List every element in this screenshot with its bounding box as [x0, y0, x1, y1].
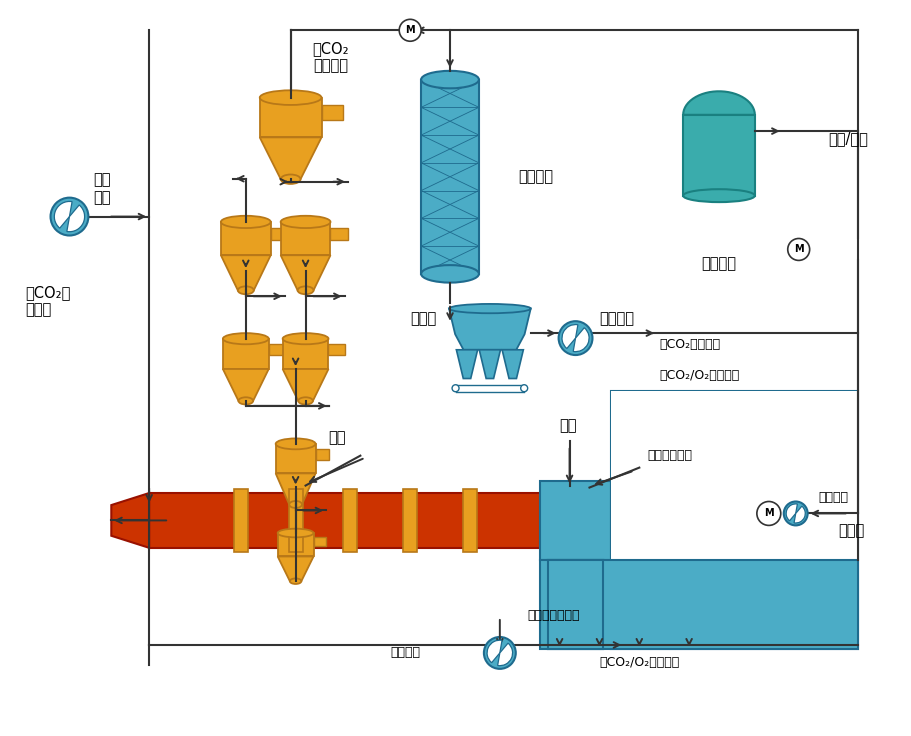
Text: M: M — [793, 244, 803, 255]
Polygon shape — [260, 138, 322, 179]
Polygon shape — [277, 533, 313, 556]
FancyBboxPatch shape — [610, 392, 857, 649]
FancyBboxPatch shape — [539, 481, 610, 560]
Text: 来自点火油泵: 来自点火油泵 — [647, 449, 691, 462]
FancyBboxPatch shape — [328, 344, 344, 355]
Polygon shape — [456, 350, 477, 378]
FancyBboxPatch shape — [269, 344, 284, 355]
Polygon shape — [448, 308, 530, 350]
Text: 富CO₂外
排烟气: 富CO₂外 排烟气 — [26, 285, 71, 317]
Circle shape — [520, 385, 527, 392]
FancyBboxPatch shape — [149, 493, 539, 548]
Text: 高温
风机: 高温 风机 — [93, 172, 111, 205]
Polygon shape — [478, 350, 500, 378]
Wedge shape — [486, 640, 501, 662]
Wedge shape — [561, 325, 578, 348]
Polygon shape — [275, 473, 315, 504]
Circle shape — [558, 321, 592, 355]
Ellipse shape — [282, 333, 328, 344]
FancyBboxPatch shape — [343, 489, 357, 552]
FancyBboxPatch shape — [547, 560, 603, 649]
Polygon shape — [682, 91, 754, 115]
Text: 循环风机: 循环风机 — [599, 311, 634, 326]
Ellipse shape — [238, 397, 253, 405]
Circle shape — [484, 637, 516, 669]
Text: 余热锅炉: 余热锅炉 — [517, 169, 552, 184]
Polygon shape — [502, 350, 523, 378]
Polygon shape — [111, 493, 149, 548]
Text: 燃料: 燃料 — [559, 418, 577, 434]
Ellipse shape — [277, 528, 313, 537]
Wedge shape — [785, 504, 796, 521]
Wedge shape — [573, 328, 589, 352]
FancyBboxPatch shape — [233, 489, 248, 552]
Polygon shape — [282, 339, 328, 369]
Wedge shape — [793, 506, 804, 523]
Polygon shape — [220, 222, 271, 255]
FancyBboxPatch shape — [322, 105, 343, 119]
Ellipse shape — [275, 439, 315, 449]
Circle shape — [787, 238, 809, 261]
Ellipse shape — [220, 216, 271, 228]
Text: 收尘器: 收尘器 — [409, 311, 435, 326]
Polygon shape — [222, 339, 269, 369]
Ellipse shape — [421, 265, 478, 283]
Polygon shape — [260, 98, 322, 138]
Wedge shape — [67, 205, 85, 232]
Ellipse shape — [682, 189, 754, 202]
FancyBboxPatch shape — [539, 560, 857, 649]
Wedge shape — [55, 202, 72, 228]
FancyBboxPatch shape — [547, 560, 603, 649]
FancyBboxPatch shape — [610, 392, 857, 649]
Text: 富CO₂
循环烟气: 富CO₂ 循环烟气 — [312, 41, 348, 74]
Ellipse shape — [297, 286, 313, 294]
Text: 冷却风（空气）: 冷却风（空气） — [527, 609, 579, 622]
Polygon shape — [281, 255, 330, 290]
Polygon shape — [275, 444, 315, 473]
Polygon shape — [277, 556, 313, 581]
Text: 一次风: 一次风 — [837, 523, 864, 538]
Text: 富CO₂循环烟气: 富CO₂循环烟气 — [659, 338, 720, 350]
Ellipse shape — [421, 71, 478, 88]
FancyBboxPatch shape — [271, 228, 288, 241]
Text: 富氧/全氧: 富氧/全氧 — [828, 131, 867, 146]
Text: 富CO₂/O₂混合烟气: 富CO₂/O₂混合烟气 — [599, 657, 679, 669]
Circle shape — [783, 501, 807, 526]
Ellipse shape — [222, 333, 269, 344]
Ellipse shape — [260, 91, 322, 105]
Circle shape — [50, 198, 88, 236]
FancyBboxPatch shape — [288, 489, 302, 552]
Polygon shape — [220, 255, 271, 290]
FancyBboxPatch shape — [313, 537, 326, 546]
Ellipse shape — [281, 216, 330, 228]
FancyBboxPatch shape — [315, 449, 329, 460]
Text: 一次风机: 一次风机 — [818, 491, 848, 504]
Ellipse shape — [290, 578, 301, 584]
Polygon shape — [282, 369, 328, 401]
Circle shape — [756, 501, 780, 526]
FancyBboxPatch shape — [682, 115, 754, 196]
FancyBboxPatch shape — [463, 489, 476, 552]
FancyBboxPatch shape — [330, 228, 347, 241]
Circle shape — [399, 19, 421, 41]
Text: 冷却风机: 冷却风机 — [390, 646, 420, 659]
Ellipse shape — [448, 304, 530, 314]
Text: 富CO₂/O₂混合烟气: 富CO₂/O₂混合烟气 — [659, 369, 739, 383]
Text: M: M — [404, 25, 415, 35]
Text: 制氧装置: 制氧装置 — [701, 256, 736, 271]
Ellipse shape — [238, 286, 253, 294]
Text: M: M — [763, 509, 773, 518]
FancyBboxPatch shape — [403, 489, 416, 552]
Ellipse shape — [298, 397, 312, 405]
Ellipse shape — [281, 174, 301, 184]
Polygon shape — [222, 369, 269, 401]
Polygon shape — [281, 222, 330, 255]
Wedge shape — [497, 643, 512, 665]
FancyBboxPatch shape — [421, 79, 478, 274]
Text: 燃料: 燃料 — [328, 431, 345, 445]
Circle shape — [452, 385, 458, 392]
Ellipse shape — [289, 501, 302, 508]
